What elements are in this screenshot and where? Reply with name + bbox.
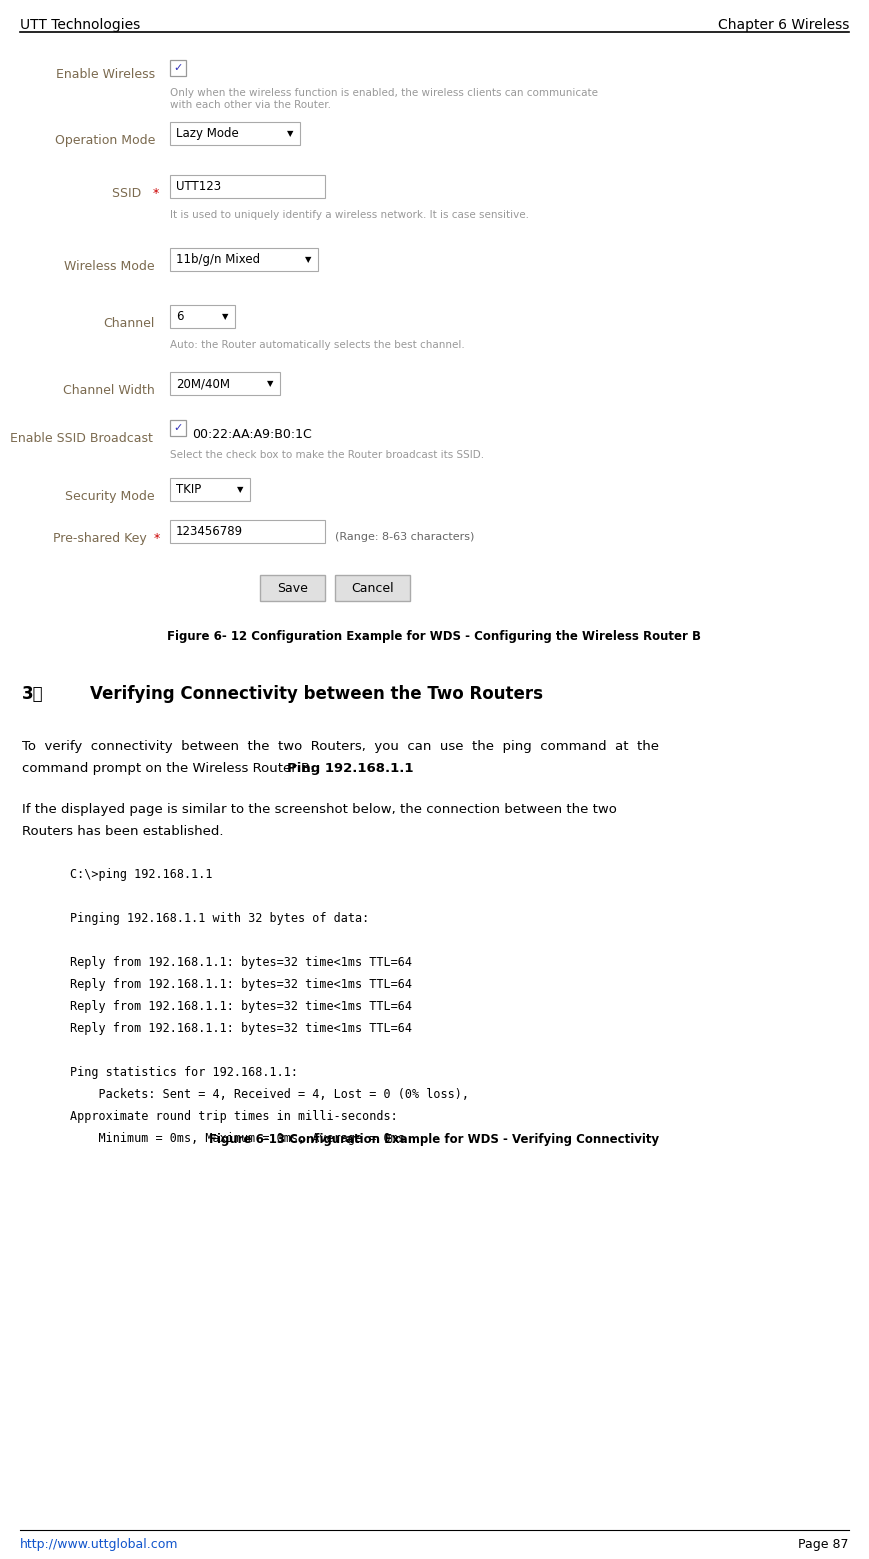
- Text: 20M/40M: 20M/40M: [176, 377, 230, 390]
- Text: ▼: ▼: [222, 312, 229, 321]
- Text: Pre-shared Key: Pre-shared Key: [53, 532, 147, 546]
- Text: Approximate round trip times in milli-seconds:: Approximate round trip times in milli-se…: [70, 1110, 398, 1122]
- Text: Ping 192.168.1.1: Ping 192.168.1.1: [287, 762, 414, 775]
- Bar: [335, 575, 410, 602]
- Text: Chapter 6 Wireless: Chapter 6 Wireless: [718, 19, 849, 33]
- Text: Wireless Mode: Wireless Mode: [64, 260, 155, 273]
- Text: C:\>ping 192.168.1.1: C:\>ping 192.168.1.1: [70, 868, 213, 881]
- Text: Cancel: Cancel: [352, 582, 395, 594]
- Text: 11b/g/n Mixed: 11b/g/n Mixed: [176, 253, 260, 267]
- Text: Security Mode: Security Mode: [65, 490, 155, 504]
- Bar: [170, 248, 318, 271]
- Bar: [170, 373, 280, 394]
- Text: Enable SSID Broadcast: Enable SSID Broadcast: [10, 432, 153, 444]
- Text: http://www.uttglobal.com: http://www.uttglobal.com: [20, 1539, 178, 1551]
- Bar: [170, 122, 300, 145]
- Text: Auto: the Router automatically selects the best channel.: Auto: the Router automatically selects t…: [170, 340, 465, 351]
- Text: Minimum = 0ms, Maximum = 0ms, Average = 0ms: Minimum = 0ms, Maximum = 0ms, Average = …: [70, 1132, 405, 1144]
- Bar: [170, 521, 325, 543]
- Text: 6: 6: [176, 310, 183, 323]
- Text: Verifying Connectivity between the Two Routers: Verifying Connectivity between the Two R…: [90, 684, 543, 703]
- Text: (Range: 8-63 characters): (Range: 8-63 characters): [335, 532, 474, 543]
- Text: Page 87: Page 87: [799, 1539, 849, 1551]
- Text: Lazy Mode: Lazy Mode: [176, 126, 239, 140]
- Text: Reply from 192.168.1.1: bytes=32 time<1ms TTL=64: Reply from 192.168.1.1: bytes=32 time<1m…: [70, 977, 412, 992]
- Text: Channel: Channel: [103, 316, 155, 331]
- Bar: [170, 306, 235, 327]
- Text: 00:22:AA:A9:B0:1C: 00:22:AA:A9:B0:1C: [192, 429, 312, 441]
- Text: Reply from 192.168.1.1: bytes=32 time<1ms TTL=64: Reply from 192.168.1.1: bytes=32 time<1m…: [70, 956, 412, 970]
- Text: Reply from 192.168.1.1: bytes=32 time<1ms TTL=64: Reply from 192.168.1.1: bytes=32 time<1m…: [70, 999, 412, 1013]
- Text: Enable Wireless: Enable Wireless: [56, 69, 155, 81]
- Text: Figure 6-13 Configuration Example for WDS - Verifying Connectivity: Figure 6-13 Configuration Example for WD…: [209, 1133, 659, 1146]
- Bar: [260, 575, 325, 602]
- Text: 123456789: 123456789: [176, 525, 243, 538]
- Text: ▼: ▼: [305, 256, 311, 263]
- Text: Routers has been established.: Routers has been established.: [22, 825, 223, 839]
- Text: ▼: ▼: [287, 129, 293, 139]
- Text: UTT Technologies: UTT Technologies: [20, 19, 140, 33]
- Text: SSID: SSID: [112, 187, 145, 200]
- Text: *: *: [153, 187, 159, 200]
- Text: To  verify  connectivity  between  the  two  Routers,  you  can  use  the  ping : To verify connectivity between the two R…: [22, 741, 659, 753]
- Text: ▼: ▼: [236, 485, 243, 494]
- Text: *: *: [154, 532, 160, 546]
- Text: Packets: Sent = 4, Received = 4, Lost = 0 (0% loss),: Packets: Sent = 4, Received = 4, Lost = …: [70, 1088, 469, 1101]
- Text: TKIP: TKIP: [176, 483, 202, 496]
- Text: Channel Width: Channel Width: [63, 384, 155, 398]
- Bar: [170, 59, 186, 76]
- Text: Figure 6- 12 Configuration Example for WDS - Configuring the Wireless Router B: Figure 6- 12 Configuration Example for W…: [167, 630, 701, 642]
- Text: Save: Save: [277, 582, 308, 594]
- Text: command prompt on the Wireless Router B:: command prompt on the Wireless Router B:: [22, 762, 319, 775]
- Text: UTT123: UTT123: [176, 179, 221, 193]
- Text: Reply from 192.168.1.1: bytes=32 time<1ms TTL=64: Reply from 192.168.1.1: bytes=32 time<1m…: [70, 1023, 412, 1035]
- Text: Only when the wireless function is enabled, the wireless clients can communicate: Only when the wireless function is enabl…: [170, 87, 598, 109]
- Text: ✓: ✓: [173, 62, 182, 73]
- Text: Pinging 192.168.1.1 with 32 bytes of data:: Pinging 192.168.1.1 with 32 bytes of dat…: [70, 912, 369, 924]
- Bar: [170, 479, 250, 500]
- Text: ▼: ▼: [267, 379, 273, 388]
- Text: If the displayed page is similar to the screenshot below, the connection between: If the displayed page is similar to the …: [22, 803, 617, 815]
- Text: ✓: ✓: [173, 422, 182, 433]
- Text: Operation Mode: Operation Mode: [55, 134, 155, 147]
- Text: Select the check box to make the Router broadcast its SSID.: Select the check box to make the Router …: [170, 451, 484, 460]
- Bar: [170, 419, 186, 437]
- Text: Ping statistics for 192.168.1.1:: Ping statistics for 192.168.1.1:: [70, 1066, 298, 1079]
- Text: It is used to uniquely identify a wireless network. It is case sensitive.: It is used to uniquely identify a wirele…: [170, 210, 529, 220]
- Bar: [170, 175, 325, 198]
- Text: 3）: 3）: [22, 684, 43, 703]
